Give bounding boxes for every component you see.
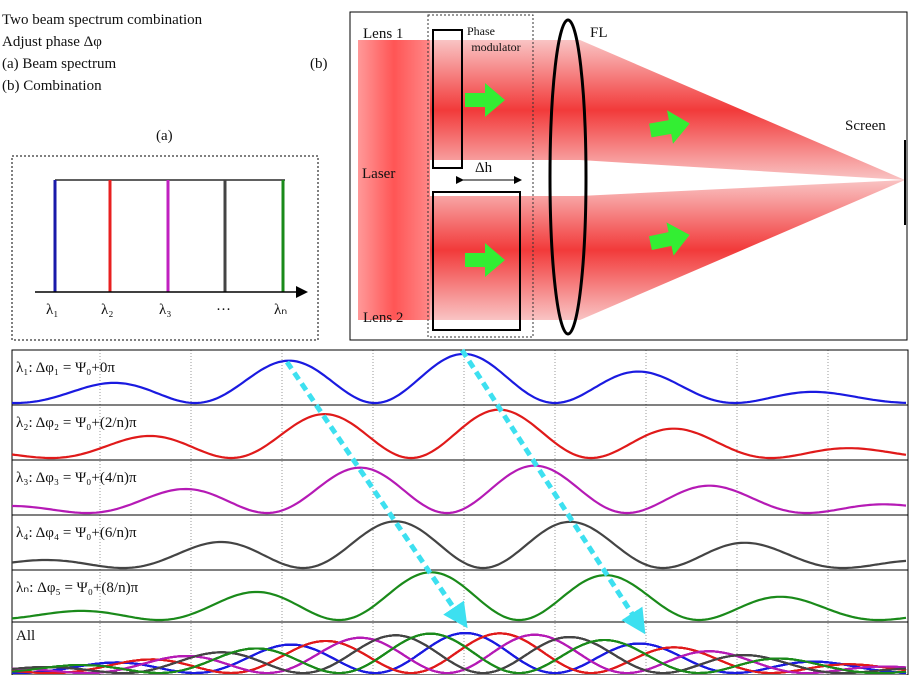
row-label: λ₁: Δφ₁ = Ψ₀+0π (16, 360, 115, 376)
row-label: λ₄: Δφ₄ = Ψ₀+(6/n)π (16, 525, 137, 541)
row-label: All (16, 628, 35, 644)
wave (12, 521, 906, 568)
row-frame (12, 405, 908, 460)
panel-label: (b) (310, 56, 328, 72)
wavelength-label: λ₂ (101, 302, 114, 318)
row-label: λₙ: Δφ₅ = Ψ₀+(8/n)π (16, 580, 139, 596)
lens1-label: Lens 1 (363, 26, 403, 42)
wave (12, 354, 906, 403)
header-line: Adjust phase Δφ (2, 34, 102, 50)
modulator-label: modulator (471, 40, 520, 54)
wavelength-label: λ₁ (46, 302, 59, 318)
lens2-label: Lens 2 (363, 310, 403, 326)
beam-bottom (430, 180, 905, 320)
panel-label: (a) (156, 128, 173, 144)
wave (12, 410, 906, 458)
cyan-arrow (462, 350, 640, 626)
wavelength-label: ··· (216, 302, 231, 318)
laser-label: Laser (362, 166, 395, 182)
figure: Two beam spectrum combination Adjust pha… (0, 0, 909, 675)
screen-label: Screen (845, 118, 886, 134)
modulator-label: Phase (467, 24, 495, 38)
wavelength-label: λ₃ (159, 302, 172, 318)
wavelength-label: λₙ (274, 302, 287, 318)
rows: λ₁: Δφ₁ = Ψ₀+0π λ₂: Δφ₂ = Ψ₀+(2/n)π λ₃: Δφ… (12, 350, 908, 675)
header-line: (b) Combination (2, 78, 102, 94)
row-label: λ₃: Δφ₃ = Ψ₀+(4/n)π (16, 470, 137, 486)
gap-label: Δh (475, 160, 493, 176)
wave (12, 466, 906, 513)
row-frame (12, 515, 908, 570)
header-line: (a) Beam spectrum (2, 56, 116, 72)
beam-top (430, 40, 905, 180)
lens-label: FL (590, 25, 608, 41)
header-line: Two beam spectrum combination (2, 12, 203, 28)
row-label: λ₂: Δφ₂ = Ψ₀+(2/n)π (16, 415, 137, 431)
